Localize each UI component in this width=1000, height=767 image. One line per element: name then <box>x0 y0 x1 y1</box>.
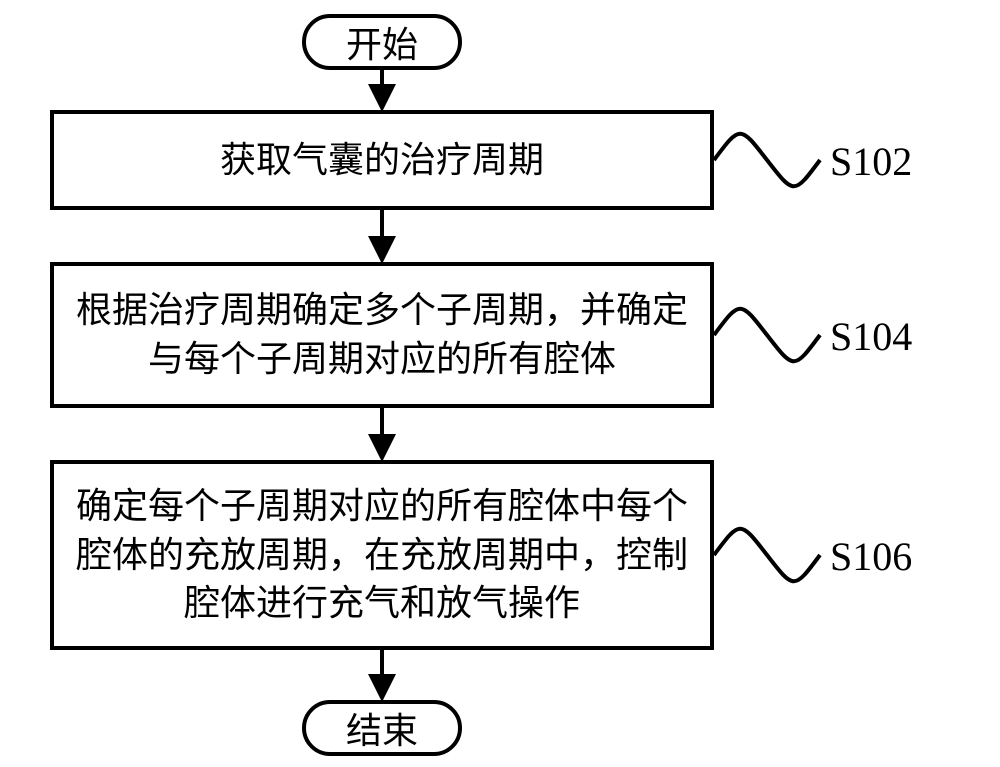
process-s106-text: 确定每个子周期对应的所有腔体中每个腔体的充放周期，在充放周期中，控制腔体进行充气… <box>76 482 688 628</box>
terminator-start: 开始 <box>302 14 462 70</box>
wave-s106 <box>714 529 820 582</box>
flowchart-canvas: 开始 获取气囊的治疗周期 根据治疗周期确定多个子周期，并确定与每个子周期对应的所… <box>0 0 1000 767</box>
wave-s104 <box>714 309 820 362</box>
process-s106: 确定每个子周期对应的所有腔体中每个腔体的充放周期，在充放周期中，控制腔体进行充气… <box>50 460 714 650</box>
step-label-s106: S106 <box>830 533 912 580</box>
process-s102: 获取气囊的治疗周期 <box>50 110 714 210</box>
terminator-end: 结束 <box>302 700 462 756</box>
wave-s102 <box>714 134 820 187</box>
process-s104-text: 根据治疗周期确定多个子周期，并确定与每个子周期对应的所有腔体 <box>76 286 688 383</box>
step-label-s104: S104 <box>830 313 912 360</box>
process-s104: 根据治疗周期确定多个子周期，并确定与每个子周期对应的所有腔体 <box>50 262 714 408</box>
terminator-end-text: 结束 <box>346 702 418 754</box>
process-s102-text: 获取气囊的治疗周期 <box>220 136 544 185</box>
step-label-s102: S102 <box>830 138 912 185</box>
terminator-start-text: 开始 <box>346 16 418 68</box>
